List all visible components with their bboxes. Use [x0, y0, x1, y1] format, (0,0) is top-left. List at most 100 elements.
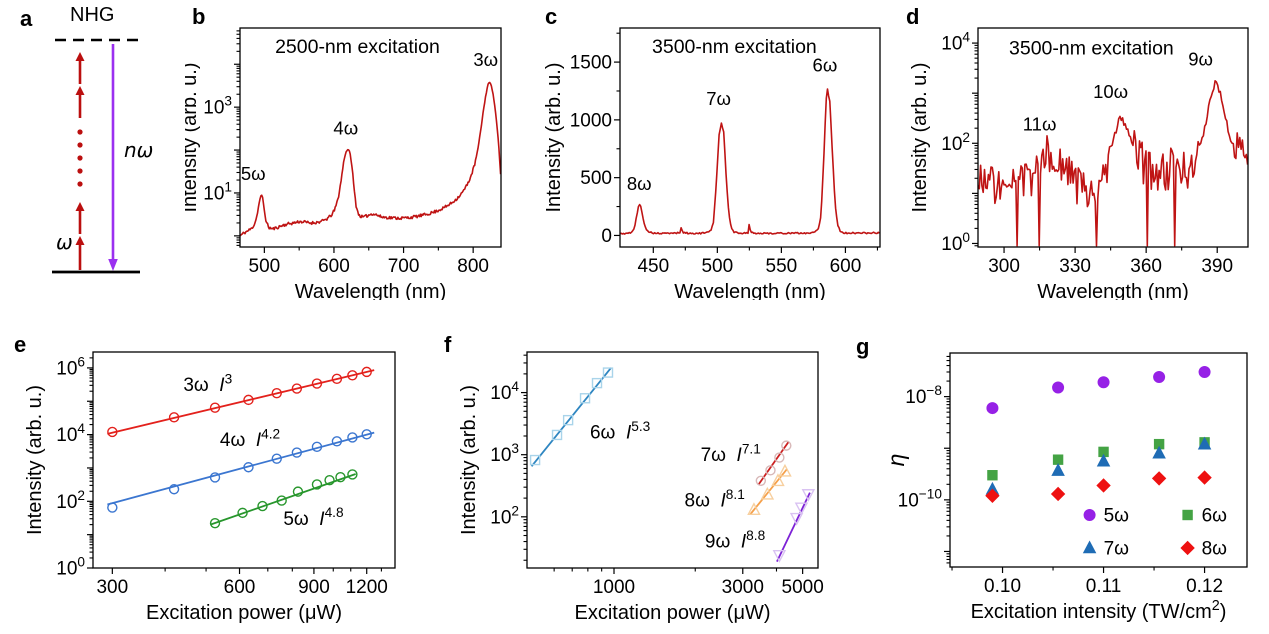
- svg-text:Intensity (arb. u.): Intensity (arb. u.): [909, 62, 931, 212]
- g-y-axis: 10−10 10−8 η: [883, 355, 950, 564]
- svg-text:500: 500: [580, 168, 612, 189]
- svg-text:102: 102: [56, 488, 85, 513]
- f-plot-frame: [526, 351, 819, 569]
- panel-letter-d: d: [906, 4, 920, 29]
- f-x-axis: 1000 3000 5000 Excitation power (μW): [553, 568, 824, 624]
- energy-level-diagram: [52, 38, 140, 274]
- svg-text:300: 300: [988, 256, 1020, 277]
- svg-text:600: 600: [224, 577, 256, 598]
- svg-text:Wavelength (nm): Wavelength (nm): [674, 281, 826, 300]
- svg-text:101: 101: [203, 179, 232, 204]
- panel-f: 1000 3000 5000 Excitation power (μW) 102 103 1…: [440, 320, 840, 634]
- svg-text:3ω: 3ω: [473, 49, 498, 70]
- svg-text:103: 103: [490, 441, 519, 466]
- svg-text:η: η: [883, 454, 909, 467]
- panel-e: 300 600 900 1200 Excitation power (μW) 100 102…: [0, 320, 450, 634]
- svg-text:104: 104: [941, 30, 970, 55]
- c-plot-frame: [619, 27, 881, 248]
- svg-text:Excitation intensity (TW/cm2): Excitation intensity (TW/cm2): [971, 598, 1227, 623]
- g-legend: 5ω 6ω 7ω 8ω: [1082, 505, 1228, 559]
- svg-text:Wavelength (nm): Wavelength (nm): [1037, 281, 1189, 300]
- svg-text:8ω: 8ω: [1202, 538, 1228, 559]
- spectrum-2500nm-chart: 500 600 700 800 Wavelength (nm) 101 103Intensi…: [179, 27, 502, 303]
- svg-text:360: 360: [1130, 256, 1162, 277]
- svg-text:104: 104: [490, 379, 519, 404]
- svg-text:0.12: 0.12: [1186, 576, 1223, 597]
- svg-text:2500-nm excitation: 2500-nm excitation: [275, 36, 440, 58]
- svg-text:500: 500: [701, 256, 733, 277]
- b-series: [240, 81, 501, 237]
- e-y-axis: 100 102 104 106 Intensity (arb. u.): [24, 354, 93, 580]
- svg-text:8ω I8.1: 8ω I8.1: [685, 487, 745, 512]
- svg-text:10ω: 10ω: [1093, 81, 1128, 102]
- d-y-axis: 100 102 104 Intensity (arb. u.): [909, 30, 978, 255]
- d-annotations: 3500-nm excitation 11ω 10ω 9ω: [1009, 37, 1213, 134]
- svg-text:550: 550: [766, 256, 798, 277]
- svg-text:900: 900: [298, 577, 330, 598]
- panel-letter-b: b: [192, 4, 206, 29]
- svg-text:600: 600: [318, 256, 350, 277]
- svg-text:102: 102: [941, 130, 970, 155]
- e-plot-frame: [92, 351, 396, 569]
- svg-text:0.10: 0.10: [984, 576, 1021, 597]
- d-series: [978, 80, 1248, 247]
- svg-text:0.11: 0.11: [1086, 576, 1122, 597]
- svg-text:1200: 1200: [346, 577, 388, 598]
- svg-text:106: 106: [56, 354, 85, 379]
- svg-text:9ω: 9ω: [1188, 48, 1213, 69]
- d-x-axis: 300 330 360 390 Wavelength (nm): [988, 247, 1233, 303]
- b-annotations: 2500-nm excitation 5ω 4ω 3ω: [241, 36, 498, 184]
- diagram-title: NHG: [70, 4, 115, 26]
- svg-text:4ω: 4ω: [333, 118, 358, 139]
- svg-text:3500-nm excitation: 3500-nm excitation: [1009, 37, 1174, 59]
- svg-text:700: 700: [388, 256, 420, 277]
- svg-text:Intensity (arb. u.): Intensity (arb. u.): [543, 62, 565, 212]
- svg-text:100: 100: [941, 230, 970, 255]
- n-omega-label: nω: [124, 138, 154, 162]
- svg-text:3500-nm excitation: 3500-nm excitation: [652, 36, 817, 58]
- svg-text:5000: 5000: [782, 577, 824, 598]
- svg-text:7ω I7.1: 7ω I7.1: [701, 441, 761, 466]
- c-annotations: 3500-nm excitation 8ω 7ω 6ω: [627, 36, 837, 194]
- svg-text:6ω: 6ω: [1202, 505, 1228, 526]
- svg-text:9ω I8.8: 9ω I8.8: [705, 528, 766, 553]
- svg-text:450: 450: [637, 256, 669, 277]
- svg-text:Intensity (arb. u.): Intensity (arb. u.): [24, 385, 46, 535]
- spectrum-3500nm-uv-chart: 300 330 360 390 Wavelength (nm) 100 102 104 Inte…: [909, 27, 1249, 303]
- svg-text:4ω I4.2: 4ω I4.2: [220, 426, 280, 451]
- svg-text:300: 300: [96, 577, 128, 598]
- svg-text:0: 0: [601, 226, 612, 247]
- svg-text:103: 103: [203, 94, 232, 119]
- svg-text:104: 104: [56, 421, 85, 446]
- svg-text:8ω: 8ω: [627, 173, 652, 194]
- svg-text:Excitation power (μW): Excitation power (μW): [146, 602, 342, 624]
- svg-text:Intensity (arb. u.): Intensity (arb. u.): [458, 385, 480, 535]
- panel-letter-a: a: [20, 6, 33, 31]
- panel-a: NHG ω nω: [0, 0, 185, 300]
- f-series: [529, 367, 816, 563]
- panel-g: 0.10 0.11 0.12 Excitation intensity (TW/cm2…: [860, 320, 1269, 634]
- svg-text:500: 500: [249, 256, 281, 277]
- svg-text:6ω I5.3: 6ω I5.3: [590, 419, 650, 444]
- svg-text:1000: 1000: [593, 577, 635, 598]
- svg-text:Wavelength (nm): Wavelength (nm): [295, 281, 447, 300]
- svg-text:11ω: 11ω: [1023, 113, 1057, 134]
- svg-text:600: 600: [830, 256, 862, 277]
- f-annotations: 6ω I5.3 7ω I7.1 8ω I8.1 9ω I8.8: [590, 419, 766, 553]
- svg-text:Excitation power (μW): Excitation power (μW): [574, 602, 770, 624]
- svg-text:5ω: 5ω: [241, 163, 266, 184]
- omega-label: ω: [56, 230, 73, 254]
- svg-text:390: 390: [1201, 256, 1233, 277]
- svg-text:3ω I3: 3ω I3: [183, 371, 232, 396]
- svg-text:102: 102: [490, 503, 519, 528]
- svg-text:10−8: 10−8: [905, 383, 942, 408]
- b-x-axis: 500 600 700 800 Wavelength (nm): [249, 247, 489, 303]
- e-series: [107, 366, 375, 529]
